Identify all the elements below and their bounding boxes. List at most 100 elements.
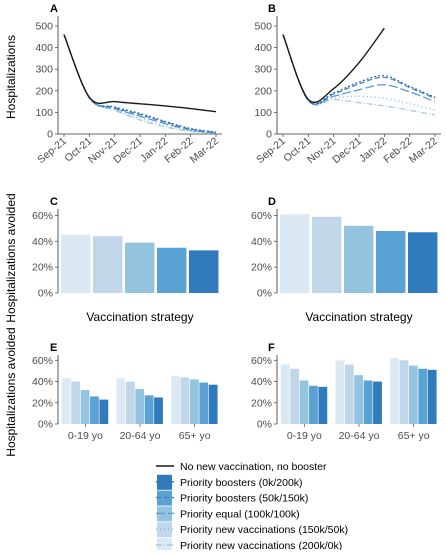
y-tick-label: 400 — [254, 42, 272, 54]
bar — [280, 214, 310, 293]
bar — [335, 360, 345, 424]
bar — [390, 358, 399, 424]
series-line — [63, 34, 217, 133]
bar — [61, 234, 91, 293]
legend-item: Priority boosters (50k/150k) — [156, 490, 308, 506]
y-tick-label: 60% — [251, 210, 272, 222]
series-line — [282, 34, 436, 105]
bar — [408, 365, 418, 424]
series-line — [282, 34, 436, 116]
series-line — [63, 34, 217, 134]
ylabel-hospitalizations: Hospitalizations — [4, 35, 18, 119]
y-tick-label: 20% — [32, 397, 53, 409]
y-tick-label: 40% — [32, 376, 53, 388]
bar — [80, 390, 90, 424]
bar — [71, 381, 81, 424]
bar — [99, 399, 109, 424]
x-tick-label: 0-19 yo — [68, 430, 103, 442]
bar — [427, 369, 437, 424]
y-tick-label: 0% — [38, 419, 53, 431]
series-line — [282, 34, 436, 111]
bar — [373, 381, 382, 424]
legend-swatch — [157, 538, 172, 553]
bar — [309, 385, 318, 424]
panels: A0100200300400500Sep-21Oct-21Nov-21Dec-2… — [32, 3, 441, 442]
y-tick-label: 100 — [35, 107, 53, 119]
panel-letter: B — [268, 3, 276, 15]
bar — [280, 364, 290, 424]
y-tick-label: 0 — [266, 129, 272, 141]
y-tick-label: 0% — [257, 419, 272, 431]
legend: No new vaccination, no booster Priority b… — [156, 461, 348, 553]
panel-a: A0100200300400500Sep-21Oct-21Nov-21Dec-2… — [35, 3, 222, 166]
y-tick-label: 40% — [251, 376, 272, 388]
panel-d: D 0% 20% 40% 60% Vaccination strategy — [251, 196, 438, 324]
y-tick-label: 60% — [32, 355, 53, 367]
y-tick-label: 100 — [254, 107, 272, 119]
y-tick-label: 60% — [251, 355, 272, 367]
series-line — [282, 34, 436, 105]
y-tick-label: 400 — [35, 42, 53, 54]
x-tick-label: Dec-21 — [111, 135, 145, 166]
bar — [171, 376, 180, 424]
bar — [144, 395, 154, 424]
bar — [408, 232, 438, 293]
panel-e: E 0% 20% 40% 60% 0-19 yo 20-64 yo 65+ yo — [32, 342, 218, 442]
legend-item: Priority new vaccinations (200k/0k) — [156, 538, 342, 553]
series-line — [63, 34, 217, 134]
legend-item: Priority boosters (0k/200k) — [156, 474, 303, 490]
bar — [135, 388, 145, 424]
legend-label: Priority boosters (0k/200k) — [180, 477, 303, 489]
y-tick-label: 40% — [251, 236, 272, 248]
x-tick-label: 20-64 yo — [339, 430, 380, 442]
legend-label: Priority equal (100k/100k) — [180, 508, 300, 520]
legend-item: No new vaccination, no booster — [156, 461, 327, 473]
bar — [376, 230, 406, 293]
y-tick-label: 300 — [254, 64, 272, 76]
bar — [399, 360, 409, 424]
panel-letter: F — [268, 342, 275, 354]
legend-item: Priority equal (100k/100k) — [156, 506, 300, 522]
x-tick-label: Mar-22 — [407, 135, 440, 166]
legend-label: Priority new vaccinations (150k/50k) — [180, 524, 348, 536]
y-tick-label: 0% — [38, 288, 53, 300]
y-tick-label: 200 — [35, 85, 53, 97]
bar — [344, 364, 354, 424]
bar — [125, 381, 135, 424]
x-tick-label: 65+ yo — [398, 430, 430, 442]
y-tick-label: 500 — [254, 21, 272, 33]
bar — [363, 380, 373, 424]
y-tick-label: 60% — [32, 210, 53, 222]
legend-item: Priority new vaccinations (150k/50k) — [156, 522, 348, 538]
bar — [290, 368, 300, 424]
bar — [90, 396, 99, 424]
bar — [344, 225, 374, 293]
bar — [354, 375, 364, 424]
x-axis-label: Vaccination strategy — [305, 310, 412, 324]
y-tick-label: 200 — [254, 85, 272, 97]
bar — [299, 380, 309, 424]
legend-label: Priority boosters (50k/150k) — [180, 493, 308, 505]
y-tick-label: 20% — [251, 397, 272, 409]
x-tick-label: Mar-22 — [188, 135, 221, 166]
series-line — [282, 34, 436, 106]
y-tick-label: 20% — [251, 262, 272, 274]
series-line — [63, 34, 217, 134]
x-tick-label: 65+ yo — [179, 430, 211, 442]
ylabel-hospitalizations-avoided-middle: Hospitalizations avoided — [4, 193, 18, 322]
x-axis-label: Vaccination strategy — [86, 310, 193, 324]
x-tick-label: 0-19 yo — [287, 430, 322, 442]
bar — [180, 377, 190, 424]
bar — [199, 382, 209, 424]
bar — [154, 397, 163, 424]
panel-f: F 0% 20% 40% 60% 0-19 yo 20-64 yo 65+ yo — [251, 342, 437, 442]
series-line — [63, 34, 217, 113]
panel-b: B0100200300400500Sep-21Oct-21Nov-21Dec-2… — [254, 3, 441, 166]
bar — [189, 250, 219, 293]
bar — [318, 386, 328, 424]
bar — [61, 378, 71, 424]
x-tick-label: 20-64 yo — [120, 430, 161, 442]
ylabel-hospitalizations-avoided-bottom: Hospitalizations avoided — [4, 327, 18, 456]
y-tick-label: 0 — [47, 129, 53, 141]
